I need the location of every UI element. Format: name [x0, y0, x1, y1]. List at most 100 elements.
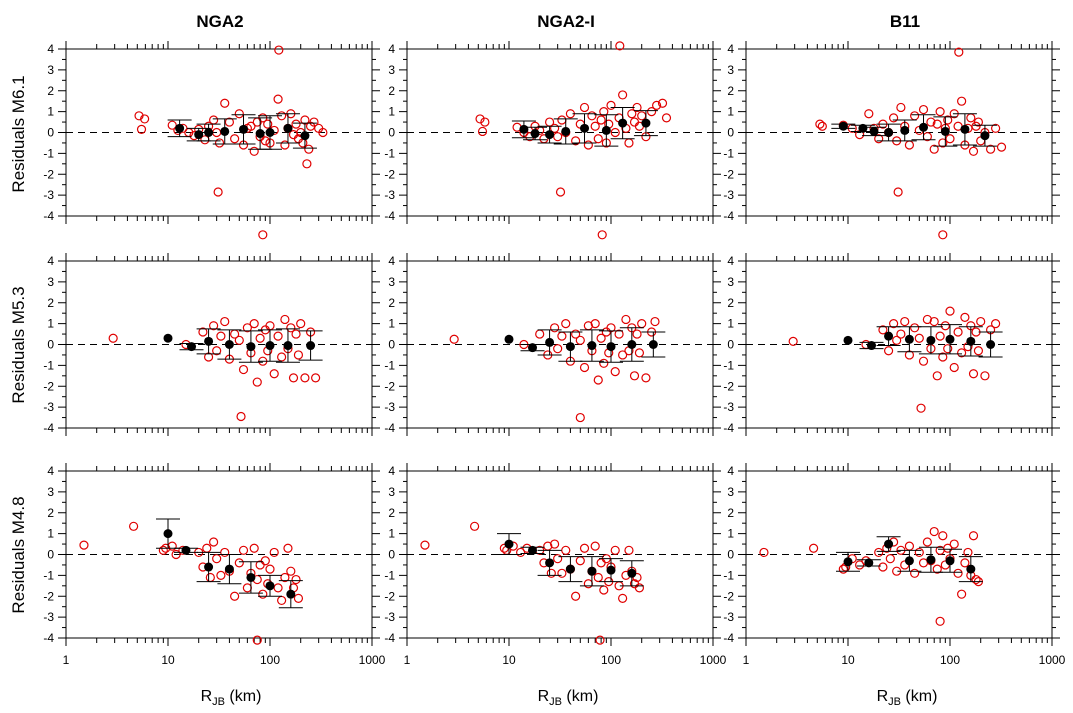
residual-point — [293, 593, 304, 603]
binned-mean-point — [519, 124, 529, 134]
residual-point — [280, 314, 290, 325]
residual-point — [610, 367, 620, 377]
residual-point — [550, 323, 560, 333]
xlabel-main: R — [538, 688, 550, 705]
residual-point — [277, 352, 287, 362]
residual-point — [900, 316, 910, 327]
binned-mean-point — [194, 130, 204, 140]
residual-point — [932, 119, 942, 129]
plot-frame — [406, 48, 714, 217]
residual-point — [480, 117, 490, 127]
binned-mean-point — [945, 556, 955, 566]
residual-point — [293, 350, 304, 360]
residual-point — [943, 543, 953, 553]
residual-point — [236, 411, 246, 422]
col-title-b11: B11 — [890, 12, 920, 31]
y-tick-label: 2 — [388, 296, 395, 310]
residual-point — [213, 187, 223, 197]
residual-point — [597, 230, 607, 240]
residual-point — [634, 348, 645, 358]
binned-mean-point — [246, 342, 256, 352]
xlabel-unit: (km) — [225, 688, 261, 705]
residual-point — [136, 124, 147, 134]
residual-point — [973, 117, 984, 127]
x-tick-label: 1 — [63, 653, 70, 667]
residual-point — [957, 589, 967, 599]
residual-point — [214, 138, 225, 148]
binned-mean-point — [175, 123, 185, 133]
residual-point — [878, 325, 888, 335]
residual-point — [759, 547, 769, 558]
residual-point — [198, 327, 208, 337]
y-tick-label: -1 — [43, 146, 54, 160]
residual-point — [246, 121, 256, 131]
residual-point — [212, 346, 222, 356]
binned-mean-point — [587, 341, 597, 351]
ylabel-m61: Residuals M6.1 — [9, 75, 28, 192]
binned-mean-point — [926, 335, 936, 345]
residual-point — [991, 319, 1001, 329]
y-tick-label: 4 — [47, 464, 54, 478]
residual-point — [976, 316, 986, 327]
binned-mean-point — [869, 126, 879, 136]
binned-mean-point — [255, 129, 265, 139]
residual-point — [546, 568, 556, 578]
binned-mean-point — [580, 123, 590, 133]
residual-point — [892, 335, 902, 345]
y-tick-label: -1 — [384, 146, 395, 160]
plot-frame — [65, 48, 373, 217]
xlabel-unit: (km) — [562, 688, 598, 705]
x-tick-label: 100 — [260, 653, 280, 667]
binned-mean-point — [187, 342, 197, 352]
binned-mean-point — [265, 581, 275, 591]
y-tick-label: -4 — [384, 631, 395, 645]
residual-point — [940, 321, 950, 331]
residual-point — [935, 616, 945, 626]
residual-point — [929, 144, 939, 154]
residual-point — [641, 373, 651, 383]
y-tick-label: -3 — [43, 400, 54, 414]
residual-point — [249, 146, 259, 156]
residual-point — [809, 543, 819, 553]
residual-point — [949, 539, 959, 549]
residual-point — [260, 556, 270, 566]
xlabel-nga2-i: RJB (km) — [538, 688, 599, 708]
residual-point — [883, 346, 894, 356]
y-tick-label: 0 — [727, 548, 734, 562]
residual-point — [855, 560, 865, 570]
residual-point — [618, 350, 628, 360]
residual-point — [553, 132, 563, 142]
residual-point — [929, 526, 939, 537]
y-tick-label: 3 — [47, 485, 54, 499]
residual-point — [571, 136, 581, 146]
binned-mean-point — [858, 123, 868, 133]
residual-point — [916, 403, 926, 413]
y-tick-label: -1 — [43, 358, 54, 372]
binned-mean-point — [940, 126, 950, 136]
binned-mean-point — [960, 124, 970, 134]
residual-point — [627, 109, 637, 119]
y-tick-label: -3 — [384, 400, 395, 414]
x-tick-label: 1000 — [700, 653, 727, 667]
binned-mean-point — [545, 337, 555, 347]
residual-point — [579, 362, 590, 373]
binned-mean-point — [204, 128, 214, 137]
binned-mean-point — [265, 341, 275, 351]
residual-point — [624, 545, 634, 555]
residual-point — [593, 375, 603, 385]
residual-point — [788, 336, 798, 346]
residual-point — [557, 331, 567, 341]
y-tick-label: -4 — [43, 631, 54, 645]
binned-mean-point — [884, 331, 894, 341]
binned-mean-point — [926, 555, 936, 565]
y-tick-label: 1 — [47, 105, 54, 119]
y-tick-label: -4 — [384, 421, 395, 435]
y-tick-label: 1 — [388, 527, 395, 541]
y-tick-label: 4 — [727, 254, 734, 268]
panel: 4 3 2 1 0 -1 -2 -3 -4 — [384, 253, 721, 436]
residual-point — [817, 121, 827, 131]
y-tick-label: -2 — [723, 379, 734, 393]
y-tick-label: -1 — [43, 568, 54, 582]
